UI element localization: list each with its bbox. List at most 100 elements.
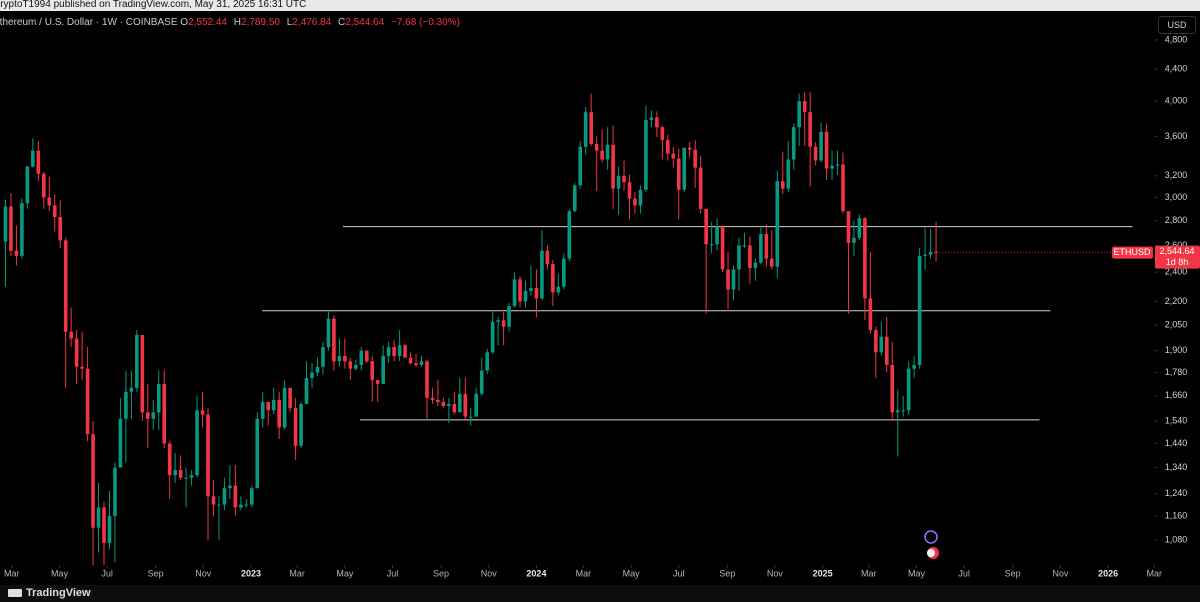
x-tick-label: Sep — [719, 568, 735, 578]
event-icon-inner — [927, 549, 935, 557]
change-value: −7.68 (−0.30%) — [390, 17, 460, 28]
candle-body — [715, 226, 719, 245]
candle-body — [113, 467, 117, 516]
candle-body — [923, 254, 927, 256]
candle-body — [540, 250, 544, 299]
candle-body — [479, 370, 484, 394]
candle-body — [468, 416, 473, 418]
candle-body — [304, 378, 309, 404]
candle-body — [96, 507, 101, 528]
candle-body — [753, 262, 758, 269]
candle-body — [583, 112, 588, 147]
symbol-tag: ETHUSD — [1113, 247, 1151, 257]
candle-body — [572, 185, 577, 212]
candle-body — [260, 401, 265, 419]
countdown: 1d 8h — [1166, 257, 1189, 267]
y-tick-label: 1,240 — [1165, 488, 1188, 498]
y-tick-label: 4,000 — [1165, 95, 1188, 105]
candle-body — [20, 203, 24, 256]
candle-body — [802, 101, 807, 113]
candle-body — [545, 250, 550, 264]
x-tick-label: Nov — [481, 568, 498, 578]
y-tick-label: 1,900 — [1165, 345, 1188, 355]
candle-body — [9, 206, 13, 251]
x-tick-label: Mar — [576, 568, 592, 578]
x-tick-label: Jul — [387, 568, 399, 578]
candle-body — [529, 287, 533, 291]
candle-body — [671, 153, 676, 159]
candle-body — [271, 399, 276, 411]
currency-button[interactable]: USD — [1158, 16, 1196, 34]
candle-body — [660, 127, 665, 141]
candle-body — [666, 140, 670, 154]
candle-body — [156, 383, 161, 413]
candle-body — [69, 331, 73, 339]
candle-body — [118, 418, 123, 468]
candle-body — [819, 131, 823, 161]
candle-body — [74, 338, 79, 367]
candle-body — [348, 361, 353, 369]
candle-body — [91, 434, 95, 528]
candle-body — [458, 393, 462, 413]
candle-body — [627, 182, 632, 199]
candle-body — [425, 361, 429, 398]
x-tick-label: Mar — [1146, 568, 1162, 578]
candle-body — [846, 211, 851, 243]
candle-body — [786, 159, 791, 189]
x-tick-label: 2024 — [526, 568, 546, 578]
candle-body — [928, 251, 933, 255]
candle-body — [611, 144, 615, 189]
y-tick-label: 1,780 — [1165, 367, 1188, 377]
candle-body — [244, 504, 249, 506]
candle-body — [299, 403, 303, 446]
candle-body — [534, 287, 539, 299]
x-tick-label: Mar — [289, 568, 305, 578]
event-icon — [924, 530, 938, 544]
candle-body — [52, 205, 57, 218]
y-tick-label: 2,200 — [1165, 296, 1188, 306]
legend: Ethereum / U.S. Dollar · 1W · COINBASE O… — [0, 17, 464, 28]
candle-body — [841, 164, 845, 212]
candle-body — [217, 504, 221, 506]
candle-body — [556, 286, 561, 293]
candle-body — [337, 355, 342, 362]
candle-body — [835, 164, 840, 166]
candle-body — [759, 234, 763, 263]
candle-body — [589, 112, 593, 144]
candle-body — [693, 149, 697, 168]
candle-body — [890, 364, 895, 413]
candle-body — [239, 504, 243, 508]
candle-body — [917, 255, 922, 365]
candle-body — [178, 470, 183, 478]
price-tag: 2,544.64 — [1159, 246, 1194, 256]
candle-body — [687, 147, 692, 150]
candle-body — [655, 117, 659, 128]
low-key: L — [286, 17, 293, 28]
candle-body — [562, 258, 566, 287]
y-tick-label: 4,800 — [1165, 34, 1188, 44]
candle-body — [145, 412, 150, 419]
candle-body — [310, 372, 314, 379]
x-tick-label: 2026 — [1098, 568, 1118, 578]
candle-body — [452, 403, 457, 413]
logo-icon — [8, 589, 22, 597]
brand: TradingView — [26, 587, 91, 599]
x-tick-label: Mar — [4, 568, 20, 578]
y-tick-label: 1,340 — [1165, 462, 1188, 472]
candle-body — [326, 318, 331, 348]
candle-body — [58, 217, 63, 241]
x-tick-label: May — [908, 568, 926, 578]
candle-body — [195, 410, 199, 476]
x-tick-label: Sep — [148, 568, 164, 578]
candle-body — [414, 363, 418, 365]
candle-body — [463, 393, 468, 417]
x-tick-label: Nov — [767, 568, 784, 578]
x-tick-label: Nov — [195, 568, 212, 578]
y-tick-label: 1,160 — [1165, 510, 1188, 520]
candle-body — [447, 403, 451, 407]
low-value: 2,476.84 — [292, 17, 332, 28]
candle-body — [266, 401, 271, 411]
candle-body — [233, 485, 238, 508]
y-tick-label: 2,050 — [1165, 319, 1188, 329]
